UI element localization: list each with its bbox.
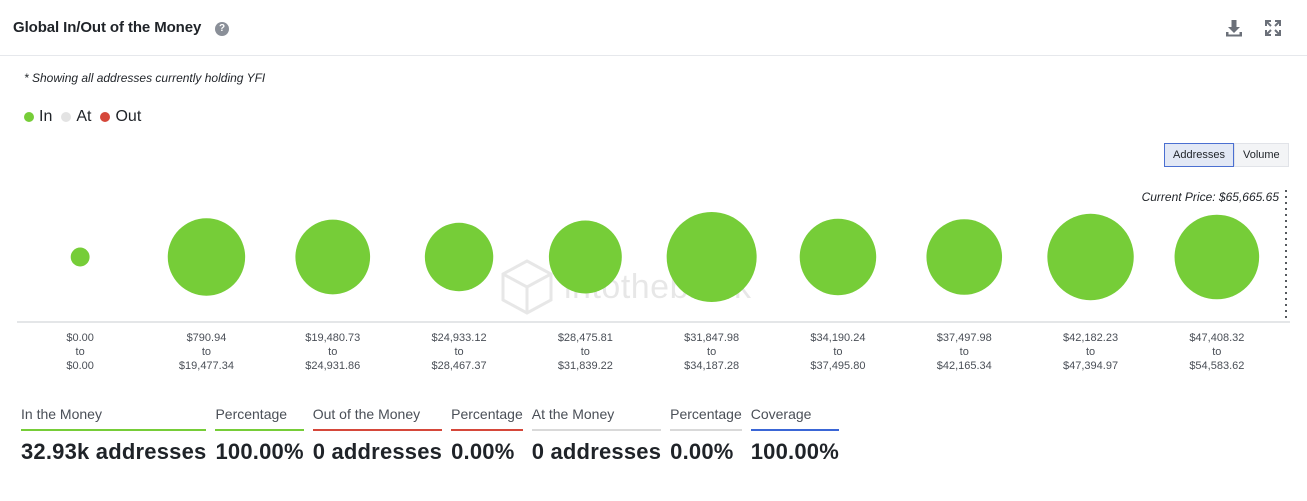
legend-label-at: At: [76, 108, 92, 125]
question-circle-icon[interactable]: ?: [215, 22, 229, 36]
tick-label: to: [960, 346, 969, 358]
widget-title: Global In/Out of the Money: [13, 19, 202, 36]
tick-label: $47,408.32: [1189, 332, 1244, 344]
bubble[interactable]: [1174, 214, 1260, 300]
tick-label: $34,190.24: [810, 332, 865, 344]
tick-label: $34,187.28: [684, 360, 739, 372]
bubble[interactable]: [295, 219, 371, 295]
bubble[interactable]: [926, 219, 1003, 295]
bubble[interactable]: [70, 247, 90, 267]
legend-label-out: Out: [115, 108, 142, 125]
stat-label: Coverage: [750, 406, 840, 431]
holding-note: * Showing all addresses currently holdin…: [24, 71, 266, 85]
tick-label: $31,839.22: [558, 360, 613, 372]
stat-column: Out of the Money 0 addresses: [312, 406, 443, 465]
stat-value: 0.00%: [670, 439, 734, 464]
stat-value: 100.00%: [750, 439, 840, 464]
stat-column: Percentage 0.00%: [670, 406, 742, 465]
tick-label: $31,847.98: [684, 332, 739, 344]
metric-toggle: Addresses Volume: [1164, 143, 1289, 167]
stat-value: 0.00%: [451, 439, 515, 464]
legend-item-in[interactable]: In: [24, 108, 52, 126]
stat-label: Percentage: [215, 406, 304, 431]
tick-label: $24,933.12: [432, 332, 487, 344]
stat-label: Percentage: [670, 406, 742, 431]
bubble-chart: $0.00 to $0.00 $790.94 to $19,477.34 $19,480.7…: [17, 190, 1290, 372]
tick-label: $42,182.23: [1063, 332, 1118, 344]
download-icon[interactable]: [1224, 18, 1244, 38]
tick-label: $0.00: [66, 360, 94, 372]
stat-label: At the Money: [531, 406, 662, 431]
bubble[interactable]: [799, 218, 877, 296]
legend-label-in: In: [39, 108, 53, 125]
tick-label: $47,394.97: [1063, 360, 1118, 372]
stat-label: In the Money: [21, 406, 207, 431]
bubble[interactable]: [548, 220, 622, 294]
tick-label: to: [76, 346, 85, 358]
expand-icon[interactable]: [1263, 18, 1283, 38]
stat-value: 0 addresses: [531, 439, 662, 464]
tick-label: $24,931.86: [305, 360, 360, 372]
stat-column: Percentage 0.00%: [451, 406, 523, 465]
bubble[interactable]: [424, 222, 494, 292]
addresses-toggle-button[interactable]: Addresses: [1164, 143, 1234, 167]
stat-column: Coverage 100.00%: [750, 406, 840, 465]
stat-label: Out of the Money: [312, 406, 443, 431]
tick-label: to: [202, 346, 211, 358]
tick-label: $37,497.98: [937, 332, 992, 344]
summary-stats: In the Money 32.93k addresses Percentage 10…: [21, 406, 848, 465]
tick-label: to: [454, 346, 463, 358]
tick-label: $19,477.34: [179, 360, 234, 372]
bubble[interactable]: [1047, 213, 1134, 301]
tick-label: $28,475.81: [558, 332, 613, 344]
stat-column: In the Money 32.93k addresses: [21, 406, 207, 465]
tick-label: $790.94: [187, 332, 227, 344]
tick-label: to: [833, 346, 842, 358]
volume-toggle-button[interactable]: Volume: [1233, 143, 1289, 167]
legend-item-at[interactable]: At: [61, 108, 91, 126]
widget-header: Global In/Out of the Money ?: [0, 0, 1307, 56]
bubble[interactable]: [167, 218, 246, 296]
stat-column: Percentage 100.00%: [215, 406, 304, 465]
tick-label: $19,480.73: [305, 332, 360, 344]
tick-label: $54,583.62: [1189, 360, 1244, 372]
stat-value: 0 addresses: [312, 439, 443, 464]
bubble[interactable]: [666, 212, 757, 302]
tick-label: to: [581, 346, 590, 358]
stat-label: Percentage: [451, 406, 523, 431]
current-price-label: Current Price: $65,665.65: [1141, 190, 1279, 204]
tick-label: to: [707, 346, 716, 358]
tick-label: $37,495.80: [810, 360, 865, 372]
tick-label: to: [1086, 346, 1095, 358]
tick-label: $0.00: [66, 332, 94, 344]
stat-column: At the Money 0 addresses: [531, 406, 662, 465]
legend-dot-at: [61, 112, 72, 122]
chart-legend: In At Out: [24, 108, 150, 126]
legend-item-out[interactable]: Out: [100, 108, 141, 126]
stat-value: 100.00%: [215, 439, 304, 464]
stat-value: 32.93k addresses: [21, 439, 207, 464]
tick-label: to: [1212, 346, 1221, 358]
tick-label: $42,165.34: [937, 360, 992, 372]
tick-label: $28,467.37: [432, 360, 487, 372]
legend-dot-out: [100, 112, 111, 122]
tick-label: to: [328, 346, 337, 358]
legend-dot-in: [24, 112, 34, 122]
